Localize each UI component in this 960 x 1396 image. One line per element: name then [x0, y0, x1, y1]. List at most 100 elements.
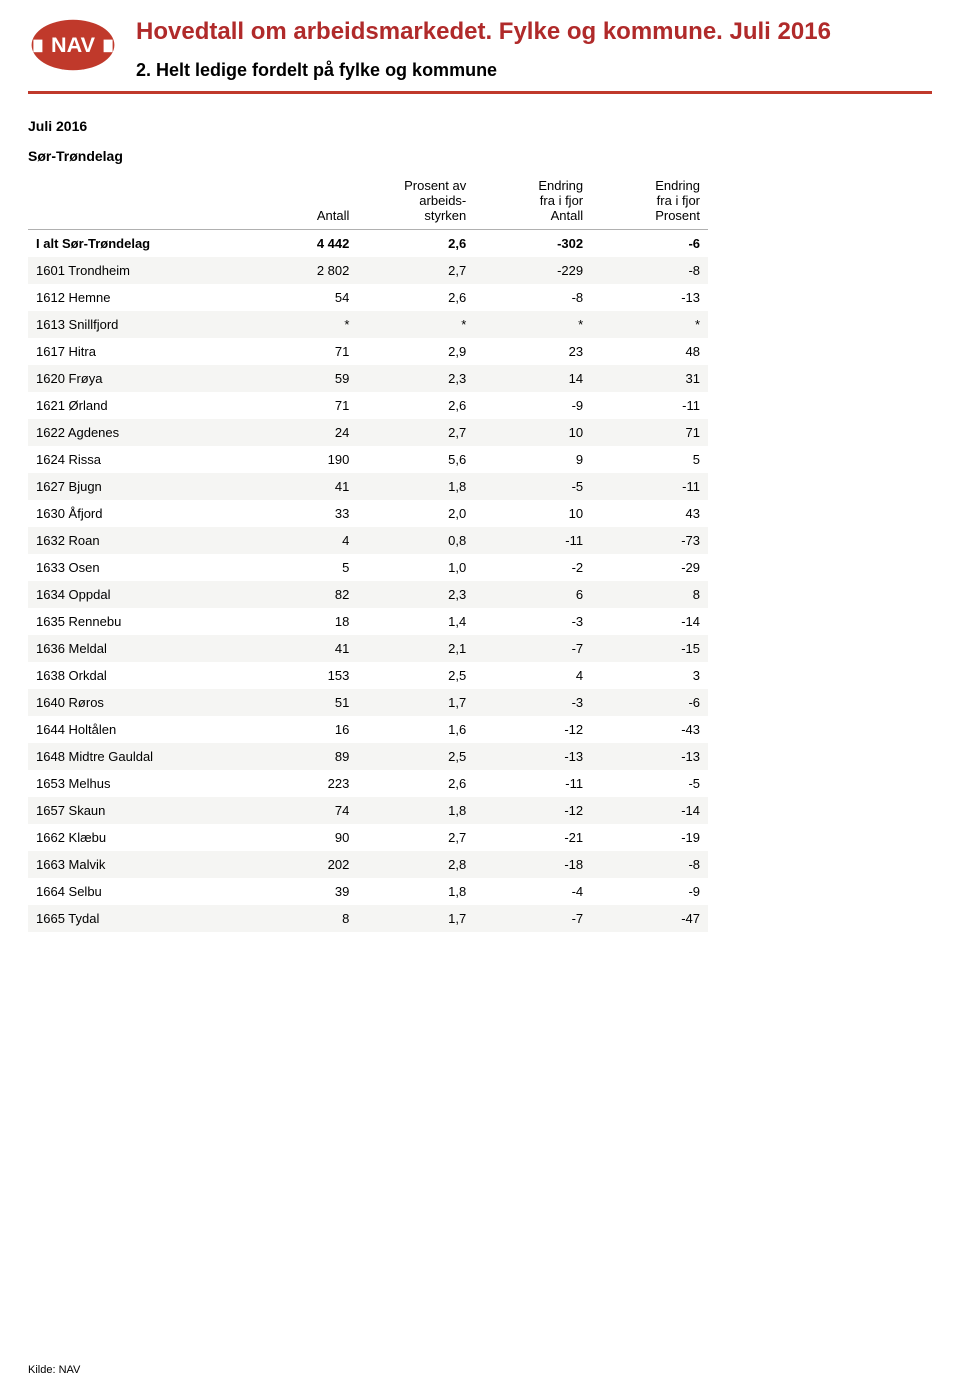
- cell-antall: 4: [241, 527, 358, 554]
- cell-prosent: 2,9: [357, 338, 474, 365]
- cell-label: 1621 Ørland: [28, 392, 241, 419]
- region-label: Sør-Trøndelag: [28, 148, 932, 164]
- cell-label: 1613 Snillfjord: [28, 311, 241, 338]
- cell-endr_ant: -7: [474, 635, 591, 662]
- cell-label: 1627 Bjugn: [28, 473, 241, 500]
- cell-prosent: 1,7: [357, 689, 474, 716]
- cell-label: 1633 Osen: [28, 554, 241, 581]
- cell-endr_pros: 31: [591, 365, 708, 392]
- table-row: 1665 Tydal81,7-7-47: [28, 905, 708, 932]
- cell-endr_ant: 14: [474, 365, 591, 392]
- table-row: 1636 Meldal412,1-7-15: [28, 635, 708, 662]
- cell-prosent: 2,7: [357, 419, 474, 446]
- cell-antall: 41: [241, 635, 358, 662]
- cell-antall: 16: [241, 716, 358, 743]
- cell-prosent: 1,8: [357, 878, 474, 905]
- cell-endr_ant: -11: [474, 770, 591, 797]
- table-row: 1620 Frøya592,31431: [28, 365, 708, 392]
- table-row: 1653 Melhus2232,6-11-5: [28, 770, 708, 797]
- cell-prosent: 1,0: [357, 554, 474, 581]
- table-row: 1663 Malvik2022,8-18-8: [28, 851, 708, 878]
- cell-prosent: 1,4: [357, 608, 474, 635]
- cell-antall: 153: [241, 662, 358, 689]
- cell-prosent: 2,6: [357, 392, 474, 419]
- cell-prosent: 2,3: [357, 365, 474, 392]
- cell-endr_ant: -5: [474, 473, 591, 500]
- cell-antall: 89: [241, 743, 358, 770]
- cell-endr_pros: -11: [591, 473, 708, 500]
- cell-endr_pros: -47: [591, 905, 708, 932]
- cell-endr_pros: -6: [591, 689, 708, 716]
- cell-endr_ant: -8: [474, 284, 591, 311]
- cell-endr_pros: 8: [591, 581, 708, 608]
- cell-antall: 39: [241, 878, 358, 905]
- cell-label: 1644 Holtålen: [28, 716, 241, 743]
- cell-endr_ant: -4: [474, 878, 591, 905]
- cell-prosent: 2,3: [357, 581, 474, 608]
- cell-label: 1665 Tydal: [28, 905, 241, 932]
- cell-endr_ant: 6: [474, 581, 591, 608]
- cell-antall: 74: [241, 797, 358, 824]
- cell-prosent: 2,5: [357, 743, 474, 770]
- cell-prosent: *: [357, 311, 474, 338]
- cell-endr_pros: -8: [591, 257, 708, 284]
- table-row: 1664 Selbu391,8-4-9: [28, 878, 708, 905]
- col-header-endr_pros: Endringfra i fjorProsent: [591, 172, 708, 230]
- cell-endr_ant: 10: [474, 419, 591, 446]
- cell-label: 1648 Midtre Gauldal: [28, 743, 241, 770]
- table-row: 1622 Agdenes242,71071: [28, 419, 708, 446]
- cell-antall: 51: [241, 689, 358, 716]
- cell-label: 1624 Rissa: [28, 446, 241, 473]
- cell-prosent: 1,8: [357, 797, 474, 824]
- cell-endr_ant: -3: [474, 689, 591, 716]
- cell-prosent: 1,8: [357, 473, 474, 500]
- table-body: I alt Sør-Trøndelag4 4422,6-302-61601 Tr…: [28, 230, 708, 933]
- cell-prosent: 2,1: [357, 635, 474, 662]
- data-table: AntallProsent avarbeids-styrkenEndringfr…: [28, 172, 708, 932]
- cell-prosent: 5,6: [357, 446, 474, 473]
- cell-label: 1653 Melhus: [28, 770, 241, 797]
- cell-label: 1622 Agdenes: [28, 419, 241, 446]
- cell-label: 1662 Klæbu: [28, 824, 241, 851]
- cell-prosent: 2,5: [357, 662, 474, 689]
- table-row: I alt Sør-Trøndelag4 4422,6-302-6: [28, 230, 708, 258]
- cell-endr_pros: -6: [591, 230, 708, 258]
- period-label: Juli 2016: [28, 118, 932, 134]
- cell-endr_ant: -7: [474, 905, 591, 932]
- cell-endr_pros: 3: [591, 662, 708, 689]
- cell-endr_ant: -2: [474, 554, 591, 581]
- cell-endr_pros: 5: [591, 446, 708, 473]
- cell-endr_pros: -13: [591, 284, 708, 311]
- col-header-label: [28, 172, 241, 230]
- sub-title: 2. Helt ledige fordelt på fylke og kommu…: [136, 60, 932, 81]
- cell-endr_pros: 43: [591, 500, 708, 527]
- cell-prosent: 2,6: [357, 284, 474, 311]
- main-title: Hovedtall om arbeidsmarkedet. Fylke og k…: [136, 18, 932, 46]
- cell-endr_ant: -21: [474, 824, 591, 851]
- cell-endr_pros: 71: [591, 419, 708, 446]
- cell-endr_ant: -12: [474, 797, 591, 824]
- cell-prosent: 1,6: [357, 716, 474, 743]
- col-header-endr_ant: Endringfra i fjorAntall: [474, 172, 591, 230]
- cell-endr_pros: -43: [591, 716, 708, 743]
- col-header-prosent: Prosent avarbeids-styrken: [357, 172, 474, 230]
- cell-endr_ant: 9: [474, 446, 591, 473]
- cell-endr_pros: -19: [591, 824, 708, 851]
- table-row: 1613 Snillfjord****: [28, 311, 708, 338]
- table-row: 1627 Bjugn411,8-5-11: [28, 473, 708, 500]
- cell-antall: 71: [241, 392, 358, 419]
- cell-endr_ant: -12: [474, 716, 591, 743]
- cell-antall: 33: [241, 500, 358, 527]
- cell-endr_ant: -229: [474, 257, 591, 284]
- table-row: 1633 Osen51,0-2-29: [28, 554, 708, 581]
- table-row: 1630 Åfjord332,01043: [28, 500, 708, 527]
- cell-label: 1617 Hitra: [28, 338, 241, 365]
- cell-antall: 8: [241, 905, 358, 932]
- cell-endr_pros: -5: [591, 770, 708, 797]
- cell-endr_ant: -9: [474, 392, 591, 419]
- cell-antall: 82: [241, 581, 358, 608]
- page: NAV Hovedtall om arbeidsmarkedet. Fylke …: [0, 0, 960, 1396]
- cell-endr_pros: -14: [591, 797, 708, 824]
- cell-endr_ant: -3: [474, 608, 591, 635]
- cell-label: 1632 Roan: [28, 527, 241, 554]
